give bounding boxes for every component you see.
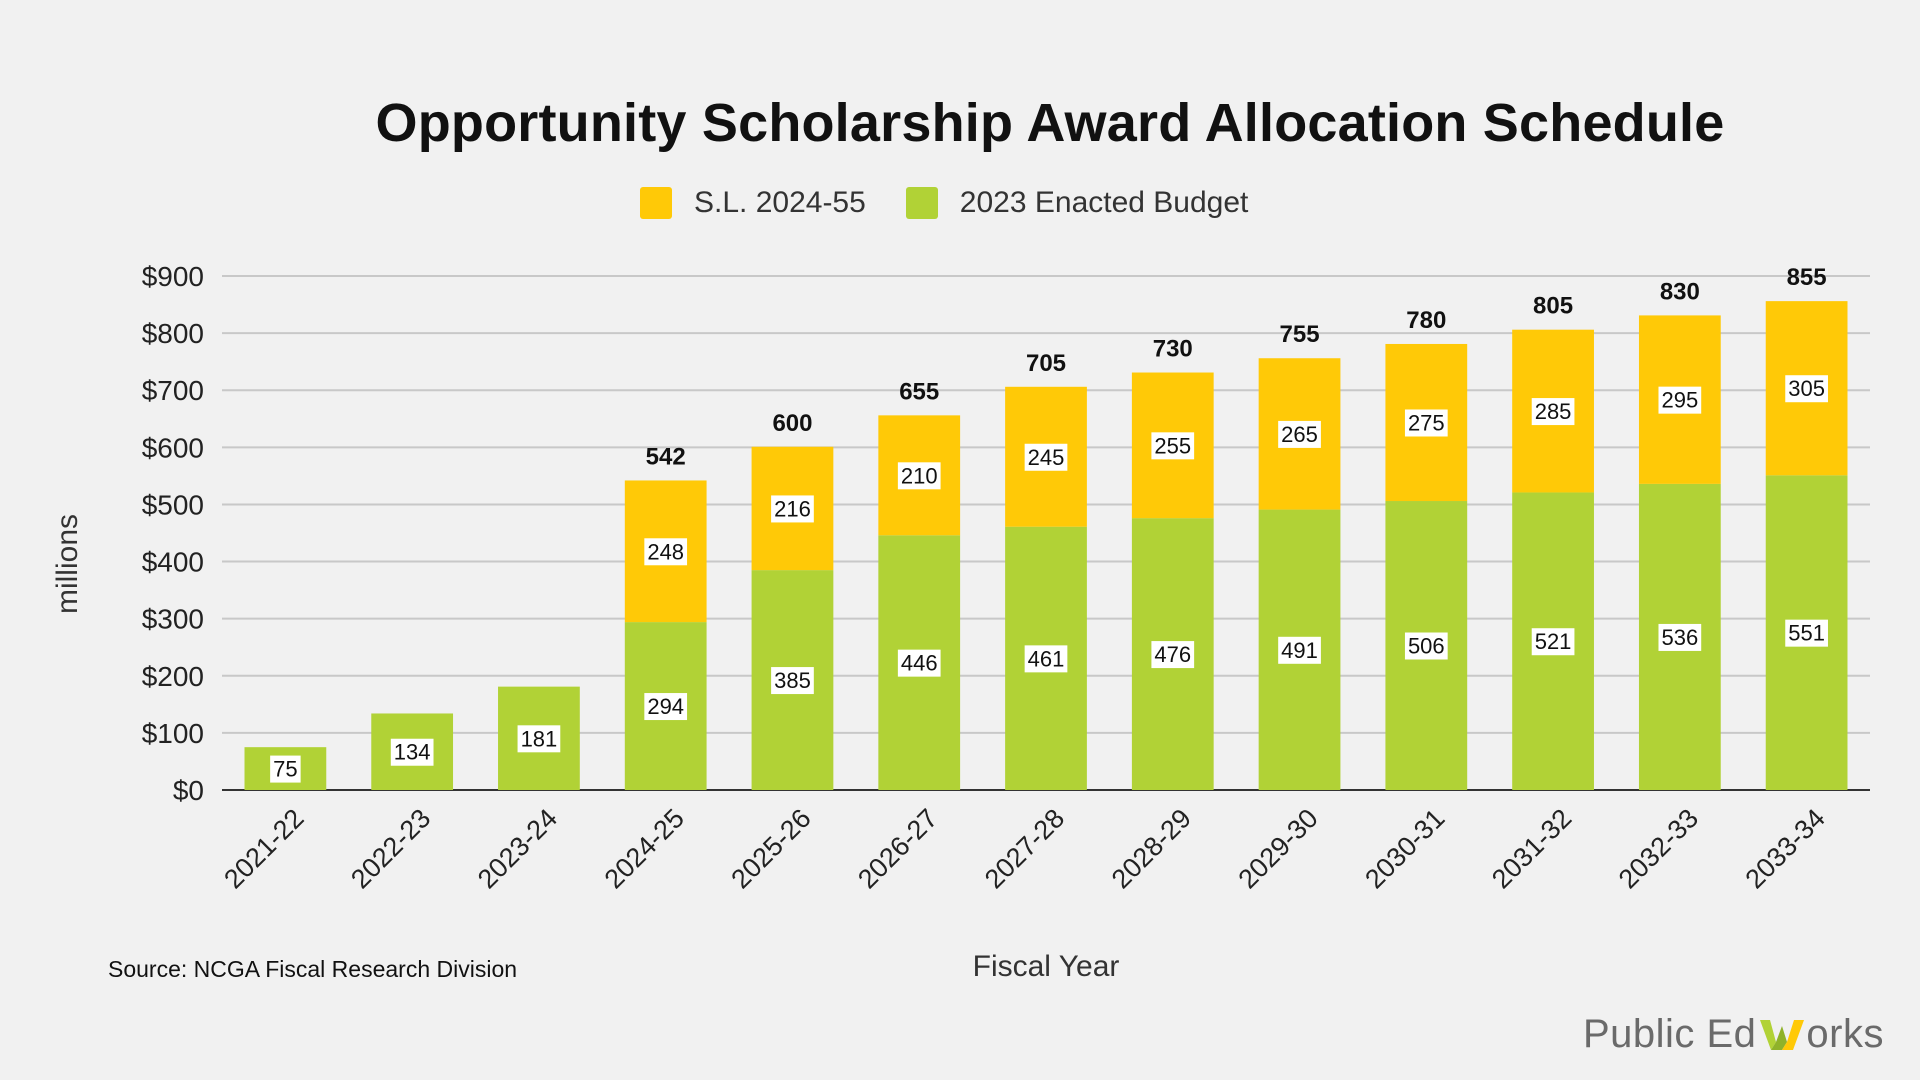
y-tick-label: $300	[142, 604, 204, 635]
data-label-background	[1785, 619, 1828, 647]
data-label-background	[1404, 409, 1448, 437]
data-label-sl-2024-55: 285	[1535, 399, 1572, 424]
data-label-background	[771, 667, 814, 695]
total-label: 655	[899, 378, 939, 405]
data-label-background	[1404, 632, 1448, 660]
data-label-background	[644, 693, 688, 721]
x-tick-label: 2027-28	[979, 803, 1070, 894]
data-label-2023-enacted-budget: 461	[1028, 646, 1065, 671]
total-label: 830	[1660, 278, 1700, 305]
data-label-background	[1151, 432, 1195, 460]
data-label-sl-2024-55: 305	[1788, 376, 1825, 401]
total-label: 780	[1406, 307, 1446, 334]
data-label-2023-enacted-budget: 491	[1281, 638, 1318, 663]
x-tick-label: 2025-26	[725, 803, 816, 894]
data-label-2023-enacted-budget: 506	[1408, 634, 1445, 659]
data-label-2023-enacted-budget: 521	[1535, 629, 1572, 654]
brand-w-mark-icon	[1760, 1019, 1805, 1050]
y-tick-label: $0	[173, 775, 204, 806]
x-tick-label: 2023-24	[472, 803, 563, 894]
y-tick-label: $500	[142, 489, 204, 520]
data-label-background	[1658, 623, 1702, 651]
source-note: Source: NCGA Fiscal Research Division	[108, 956, 518, 982]
data-label-background	[1658, 386, 1702, 414]
x-axis-title: Fiscal Year	[972, 950, 1120, 983]
data-label-background	[1024, 645, 1068, 673]
data-label-background	[897, 649, 941, 677]
data-label-2023-enacted-budget: 446	[901, 651, 938, 676]
brand-logo: Public Ed orks	[1583, 1012, 1884, 1057]
y-tick-label: $400	[142, 547, 204, 578]
data-label-sl-2024-55: 248	[647, 539, 684, 564]
y-tick-label: $100	[142, 718, 204, 749]
data-label-sl-2024-55: 216	[774, 496, 811, 521]
y-tick-label: $900	[142, 261, 204, 292]
brand-text-suffix: orks	[1806, 1012, 1884, 1056]
data-label-sl-2024-55: 275	[1408, 410, 1445, 435]
total-label: 855	[1787, 264, 1827, 291]
x-tick-label: 2032-33	[1613, 803, 1704, 894]
y-tick-label: $600	[142, 432, 204, 463]
x-tick-label: 2029-30	[1232, 803, 1323, 894]
data-label-background	[390, 738, 434, 766]
y-tick-label: $200	[142, 661, 204, 692]
data-label-background	[517, 725, 561, 753]
legend-label-2023-enacted-budget: 2023 Enacted Budget	[959, 186, 1249, 219]
x-tick-label: 2026-27	[852, 803, 943, 894]
data-label-sl-2024-55: 210	[901, 463, 938, 488]
data-label-background	[897, 462, 941, 490]
brand-text-prefix: Public Ed	[1582, 1012, 1757, 1056]
data-label-background	[1151, 641, 1195, 669]
legend-item-sl-2024-55[interactable]: S.L. 2024-55	[640, 186, 866, 220]
data-label-2023-enacted-budget: 294	[647, 694, 684, 719]
data-label-background	[1278, 420, 1321, 448]
data-label-background	[1531, 628, 1575, 656]
data-label-2023-enacted-budget: 385	[774, 668, 811, 693]
total-label: 542	[646, 443, 686, 470]
total-label: 755	[1280, 321, 1320, 348]
data-label-2023-enacted-budget: 181	[521, 726, 558, 751]
data-label-background	[771, 495, 814, 523]
legend-swatch-2023-enacted-budget	[905, 187, 938, 219]
legend: S.L. 2024-55 2023 Enacted Budget	[640, 186, 1248, 220]
data-label-sl-2024-55: 255	[1154, 433, 1191, 458]
data-label-background	[270, 755, 301, 783]
x-tick-label: 2021-22	[218, 803, 309, 894]
legend-item-2023-enacted-budget[interactable]: 2023 Enacted Budget	[905, 186, 1249, 220]
chart-title: Opportunity Scholarship Award Allocation…	[375, 93, 1725, 153]
data-label-2023-enacted-budget: 476	[1154, 642, 1191, 667]
data-label-background	[644, 538, 688, 566]
data-label-2023-enacted-budget: 75	[273, 757, 297, 782]
x-tick-label: 2024-25	[599, 803, 690, 894]
legend-swatch-sl-2024-55	[640, 187, 672, 219]
total-label: 600	[772, 410, 812, 437]
data-label-sl-2024-55: 245	[1028, 445, 1065, 470]
data-label-sl-2024-55: 265	[1281, 422, 1318, 447]
data-label-sl-2024-55: 295	[1661, 388, 1698, 413]
x-tick-label: 2030-31	[1359, 803, 1450, 894]
total-label: 730	[1153, 336, 1193, 363]
x-tick-label: 2028-29	[1106, 803, 1197, 894]
data-label-2023-enacted-budget: 134	[394, 740, 431, 765]
data-label-background	[1278, 636, 1321, 664]
legend-label-sl-2024-55: S.L. 2024-55	[694, 186, 866, 219]
data-label-background	[1785, 375, 1828, 403]
data-label-2023-enacted-budget: 536	[1661, 625, 1698, 650]
x-tick-label: 2031-32	[1486, 803, 1577, 894]
x-tick-label: 2033-34	[1740, 803, 1831, 894]
y-tick-label: $700	[142, 375, 204, 406]
data-label-background	[1024, 443, 1068, 471]
data-label-2023-enacted-budget: 551	[1788, 621, 1825, 646]
total-label: 705	[1026, 350, 1066, 377]
total-label: 805	[1533, 293, 1573, 320]
x-tick-label: 2022-23	[345, 803, 436, 894]
data-label-background	[1531, 398, 1575, 426]
y-tick-label: $800	[142, 318, 204, 349]
